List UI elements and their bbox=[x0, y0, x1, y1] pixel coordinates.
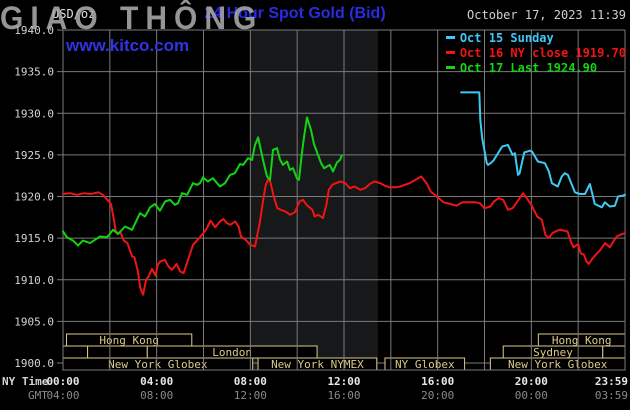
x-axis-gmt-label: 16:00 bbox=[327, 389, 360, 402]
session-box bbox=[602, 345, 626, 359]
x-axis-ny-label: 12:00 bbox=[327, 375, 360, 388]
session-label: London bbox=[212, 346, 252, 359]
x-axis-gmt-label: 03:59 bbox=[595, 389, 628, 402]
y-axis-label: 1940.0 bbox=[14, 24, 54, 37]
x-axis-gmt-label: 00:00 bbox=[515, 389, 548, 402]
price-line-red bbox=[62, 175, 626, 296]
session-label: Hong Kong bbox=[99, 334, 159, 347]
nymex-hours-shading bbox=[250, 30, 378, 370]
y-axis-unit-label: USD/oz bbox=[52, 7, 96, 21]
y-axis-label: 1935.0 bbox=[14, 66, 54, 79]
session-box bbox=[62, 345, 89, 359]
legend-dash-icon bbox=[445, 36, 455, 39]
kitco-site-link[interactable]: www.kitco.com bbox=[66, 36, 190, 55]
ny-time-caption: NY Time bbox=[2, 375, 49, 388]
session-label: New York NYMEX bbox=[271, 358, 364, 371]
legend-row: Oct 16 NY close 1919.70 bbox=[445, 46, 626, 61]
x-axis-gmt-label: 12:00 bbox=[234, 389, 267, 402]
session-label: Sydney bbox=[533, 346, 573, 359]
y-axis-label: 1910.0 bbox=[14, 274, 54, 287]
legend-row: Oct 15 Sunday bbox=[445, 31, 626, 46]
legend-label: Oct 16 NY close 1919.70 bbox=[459, 46, 626, 60]
legend-label: Oct 15 Sunday bbox=[459, 31, 554, 45]
x-axis-ny-label: 00:00 bbox=[46, 375, 79, 388]
y-axis-label: 1920.0 bbox=[14, 191, 54, 204]
session-box bbox=[87, 345, 148, 359]
legend-row: Oct 17 Last 1924.90 bbox=[445, 61, 626, 76]
x-axis-ny-label: 04:00 bbox=[140, 375, 173, 388]
x-axis-gmt-label: 20:00 bbox=[421, 389, 454, 402]
session-label: New York Globex bbox=[508, 358, 608, 371]
y-axis-label: 1925.0 bbox=[14, 149, 54, 162]
chart-timestamp: October 17, 2023 11:39 bbox=[467, 8, 626, 22]
chart-legend: Oct 15 Sunday Oct 16 NY close 1919.70 Oc… bbox=[445, 31, 626, 76]
session-label: New York Globex bbox=[108, 358, 208, 371]
price-line-green bbox=[62, 116, 343, 247]
legend-dash-icon bbox=[445, 51, 455, 54]
x-axis-ny-label: 08:00 bbox=[234, 375, 267, 388]
x-axis-gmt-label: 04:00 bbox=[46, 389, 79, 402]
page-title: 24 Hour Spot Gold (Bid) bbox=[204, 5, 386, 22]
x-axis-ny-label: 16:00 bbox=[421, 375, 454, 388]
session-label: NY Globex bbox=[395, 358, 455, 371]
session-label: Hong Kong bbox=[552, 334, 612, 347]
x-axis-ny-label: 20:00 bbox=[515, 375, 548, 388]
y-axis-label: 1915.0 bbox=[14, 232, 54, 245]
legend-label: Oct 17 Last 1924.90 bbox=[459, 61, 598, 75]
x-axis-ny-label: 23:59 bbox=[595, 375, 628, 388]
gmt-caption: GMT bbox=[28, 389, 48, 402]
y-axis-label: 1900.0 bbox=[14, 357, 54, 370]
price-line-cyan bbox=[460, 91, 626, 209]
legend-dash-icon bbox=[445, 66, 455, 69]
y-axis-label: 1905.0 bbox=[14, 315, 54, 328]
y-axis-label: 1930.0 bbox=[14, 107, 54, 120]
x-axis-gmt-label: 08:00 bbox=[140, 389, 173, 402]
